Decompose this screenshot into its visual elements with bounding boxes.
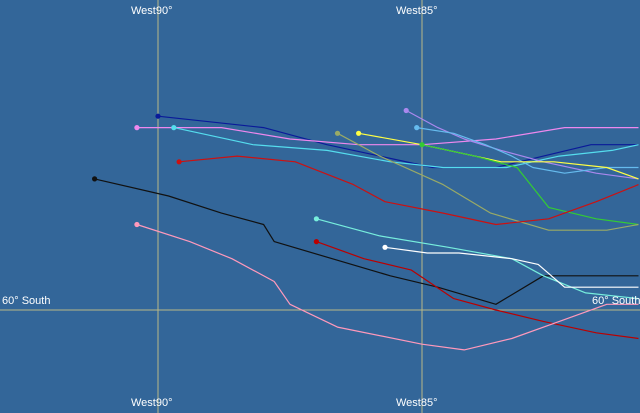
label-60-south-left: 60° South xyxy=(2,295,51,307)
storm-track-start-4 xyxy=(403,107,409,114)
storm-track-start-1 xyxy=(155,113,161,119)
storm-track-1 xyxy=(157,115,639,169)
storm-track-10 xyxy=(94,178,639,305)
storm-track-start-3 xyxy=(171,125,177,131)
storm-track-start-11 xyxy=(313,216,319,222)
storm-track-start-13 xyxy=(313,239,319,245)
storm-track-start-9 xyxy=(176,159,182,165)
storm-track-6 xyxy=(358,132,639,180)
storm-track-start-12 xyxy=(382,244,388,250)
storm-track-start-10 xyxy=(92,176,98,182)
storm-track-14 xyxy=(136,223,639,351)
label-west-90-top: West90° xyxy=(131,5,173,17)
storm-track-start-6 xyxy=(356,130,362,136)
label-west-85-top: West85° xyxy=(396,5,438,17)
storm-track-start-8 xyxy=(334,130,341,136)
label-west-90-bottom: West90° xyxy=(131,397,173,409)
storm-track-start-5 xyxy=(414,125,420,131)
storm-track-start-2 xyxy=(134,125,140,131)
storm-track-start-14 xyxy=(134,221,140,228)
storm-track-8 xyxy=(337,132,639,231)
label-60-south-right: 60° South xyxy=(592,295,640,307)
storm-track-12 xyxy=(384,246,639,288)
storm-track-13 xyxy=(316,241,639,340)
storm-track-9 xyxy=(179,155,639,226)
storm-track-4 xyxy=(405,109,639,180)
storm-track-7 xyxy=(421,144,639,226)
label-west-85-bottom: West85° xyxy=(396,397,438,409)
storm-tracks xyxy=(92,107,639,351)
storm-track-start-7 xyxy=(419,142,425,148)
storm-track-3 xyxy=(173,127,639,169)
